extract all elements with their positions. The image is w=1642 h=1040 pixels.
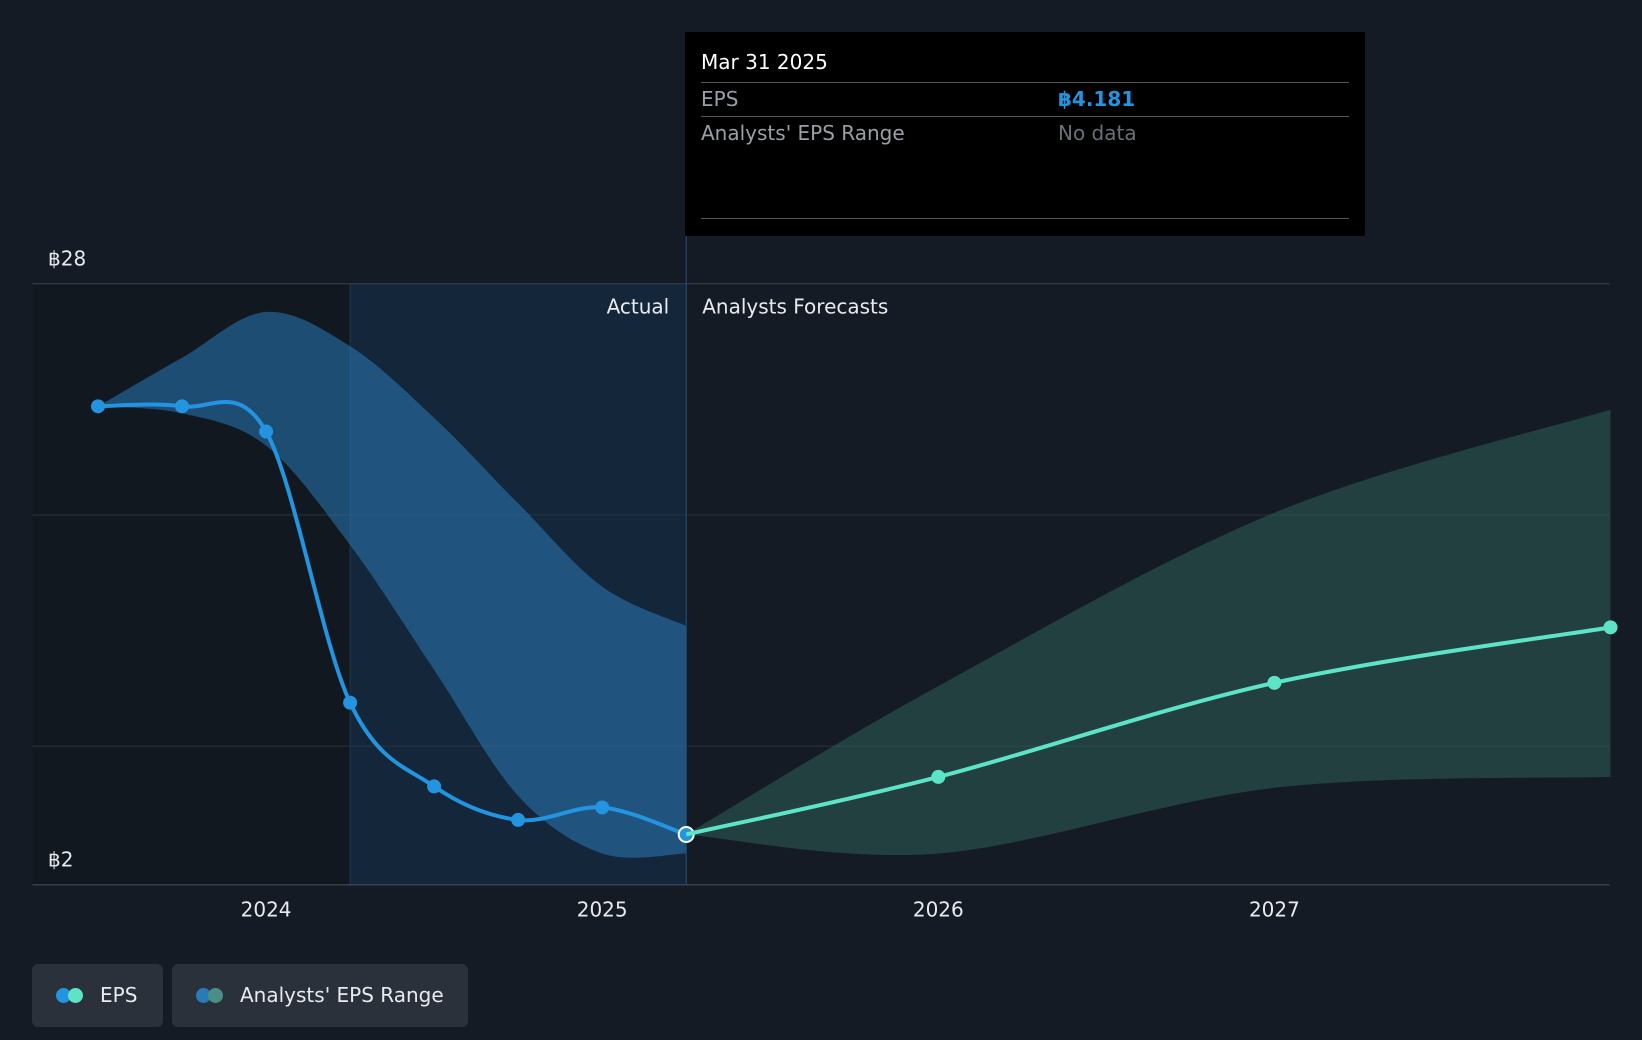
- eps-line: [98, 399, 687, 837]
- legend-swatch: [208, 988, 223, 1003]
- legend-label: Analysts' EPS Range: [240, 983, 444, 1007]
- legend-label: EPS: [100, 983, 138, 1007]
- eps-point: [595, 800, 610, 815]
- tooltip: Mar 31 2025 EPS ฿4.181 Analysts' EPS Ran…: [685, 32, 1365, 236]
- eps-point: [91, 399, 106, 414]
- tooltip-key: EPS: [701, 87, 739, 111]
- legend-swatch: [68, 988, 83, 1003]
- legend-item[interactable]: EPS: [32, 964, 163, 1027]
- eps-point: [175, 399, 190, 414]
- tooltip-rule: [701, 218, 1349, 219]
- range-band: [686, 409, 1611, 856]
- y-tick-label: ฿2: [48, 847, 73, 871]
- tooltip-value: ฿4.181: [1058, 87, 1136, 111]
- range-band: [98, 311, 687, 858]
- y-tick-label: ฿28: [48, 246, 86, 270]
- tooltip-row: Analysts' EPS Range No data: [701, 116, 1349, 150]
- eps-point: [1603, 620, 1618, 635]
- legend-item[interactable]: Analysts' EPS Range: [172, 964, 468, 1027]
- tooltip-date: Mar 31 2025: [701, 50, 828, 74]
- eps-line: [685, 625, 1611, 837]
- legend-swatch: [196, 988, 211, 1003]
- x-tick-label: 2026: [913, 897, 964, 921]
- tooltip-value: No data: [1058, 121, 1137, 145]
- eps-point: [511, 812, 526, 827]
- eps-point: [343, 695, 358, 710]
- eps-point: [259, 424, 274, 439]
- x-tick-label: 2027: [1249, 897, 1300, 921]
- tooltip-key: Analysts' EPS Range: [701, 121, 905, 145]
- eps-point: [931, 769, 946, 784]
- tooltip-row: EPS ฿4.181: [701, 82, 1349, 116]
- legend-swatch: [56, 988, 71, 1003]
- x-tick-label: 2024: [241, 897, 292, 921]
- x-tick-label: 2025: [577, 897, 628, 921]
- chart: ฿2 ฿28 2024 2025 2026 2027 Actual Analysts Fore…: [32, 236, 1618, 921]
- actual-label: Actual: [607, 295, 670, 319]
- eps-point: [1267, 675, 1282, 690]
- forecast-label: Analysts Forecasts: [702, 295, 888, 319]
- eps-point: [427, 779, 442, 794]
